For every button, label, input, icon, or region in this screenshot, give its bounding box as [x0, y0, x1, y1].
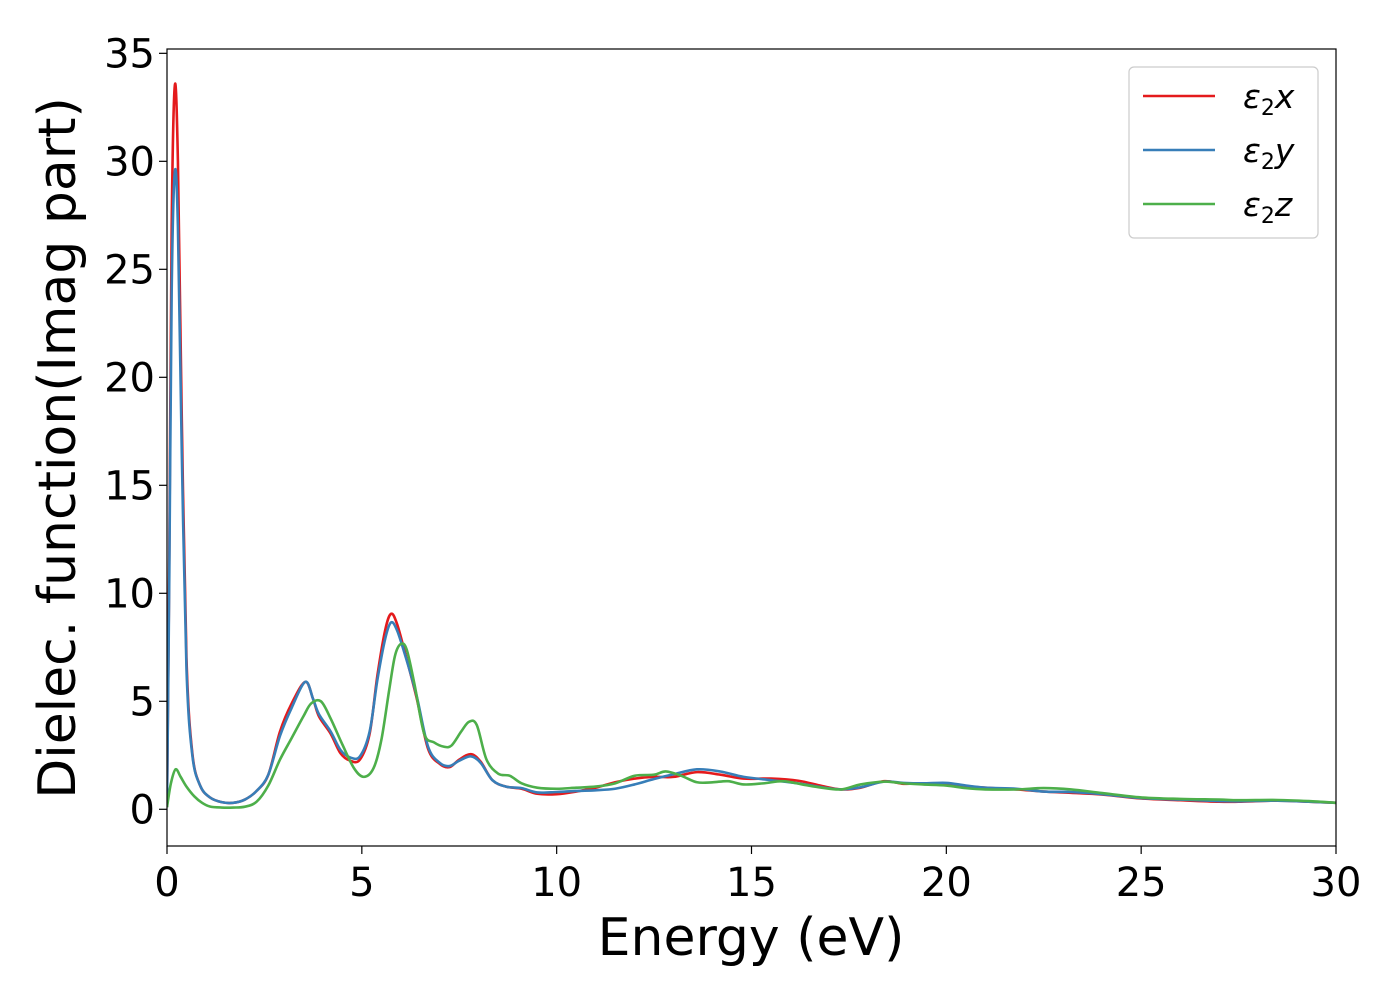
y-tick-label: 35 [104, 31, 155, 77]
y-tick-label: 10 [104, 571, 155, 617]
y-tick-label: 0 [130, 787, 155, 833]
y-axis: 0 5 10 15 20 25 30 35 [104, 31, 167, 833]
x-axis: 0 5 10 15 20 25 30 [154, 846, 1361, 906]
legend-label-y: ε2y [1243, 131, 1295, 175]
legend-box [1128, 66, 1319, 239]
x-axis-label: Energy (eV) [598, 908, 905, 968]
series-line-y [167, 167, 1336, 808]
y-tick-label: 15 [104, 463, 155, 509]
x-tick-label: 15 [726, 860, 777, 906]
y-tick-label: 30 [104, 139, 155, 185]
legend: ε2x ε2y ε2z [1128, 66, 1319, 239]
series-line-z [167, 642, 1336, 809]
legend-label-z: ε2z [1243, 185, 1293, 229]
x-tick-label: 0 [154, 860, 179, 906]
y-tick-label: 5 [130, 679, 155, 725]
y-axis-label: Dielec. function(Imag part) [28, 97, 88, 799]
x-tick-label: 10 [531, 860, 582, 906]
y-tick-label: 20 [104, 355, 155, 401]
x-tick-label: 20 [921, 860, 972, 906]
x-tick-label: 30 [1311, 860, 1362, 906]
x-tick-label: 5 [349, 860, 374, 906]
legend-label-x: ε2x [1243, 77, 1295, 121]
y-tick-label: 25 [104, 247, 155, 293]
x-tick-label: 25 [1116, 860, 1167, 906]
